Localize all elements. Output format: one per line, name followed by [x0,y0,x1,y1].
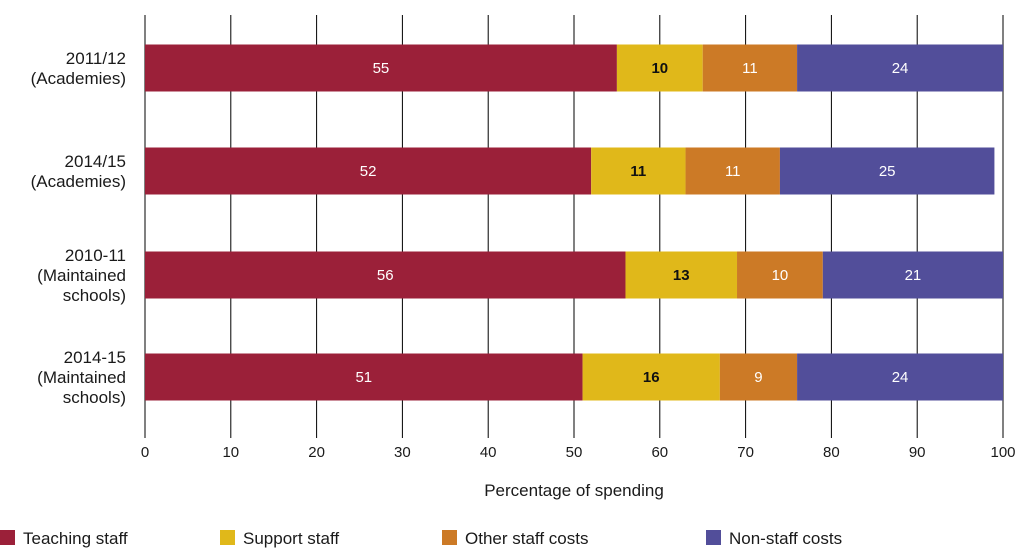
bar-segment [145,44,617,92]
legend-swatch [220,530,235,545]
data-label: 11 [742,60,758,77]
category-label-line: (Academies) [31,69,126,88]
category-label-line: (Maintained [37,368,126,387]
legend-label: Teaching staff [23,529,128,548]
x-tick-label: 80 [823,444,840,461]
data-label: 24 [892,60,909,77]
data-label: 10 [651,60,668,77]
x-tick-label: 70 [737,444,754,461]
bar-segment [685,147,780,195]
category-label: 2010-11 (Maintained schools) [37,246,126,305]
data-label: 10 [772,267,789,284]
category-label-line: schools) [63,286,126,305]
bar-segment [582,353,720,401]
x-tick-label: 0 [141,444,149,461]
x-tick-label: 60 [651,444,668,461]
bar-segment [145,251,626,299]
x-tick-label: 50 [566,444,583,461]
bar-segment [145,353,583,401]
bar-segment [702,44,798,92]
bar-segment [145,147,592,195]
legend: Teaching staff Support staff Other staff c… [0,529,842,548]
x-tick-label: 30 [394,444,411,461]
legend-label: Support staff [243,529,339,548]
category-label: 2014-15 (Maintained schools) [37,348,126,407]
x-tick-label: 20 [308,444,325,461]
x-axis-title: Percentage of spending [484,481,664,500]
category-label-line: (Maintained [37,266,126,285]
data-label: 52 [360,163,377,180]
data-label: 24 [892,369,909,386]
bar-segment [616,44,703,92]
legend-label: Non-staff costs [729,529,842,548]
legend-swatch [0,530,15,545]
data-label: 21 [905,267,922,284]
bar-segment [591,147,686,195]
category-label-line: schools) [63,388,126,407]
data-label: 56 [377,267,394,284]
bars: 55 10 11 24 52 11 11 25 56 13 10 21 51 16 9 24 [145,44,1003,401]
bar-segment [797,353,1003,401]
data-label: 51 [355,369,372,386]
legend-swatch [706,530,721,545]
bar-segment [719,353,798,401]
data-label: 55 [373,60,390,77]
data-label: 11 [725,163,741,180]
category-label-line: 2014-15 [64,348,126,367]
bar-segment [625,251,738,299]
legend-swatch [442,530,457,545]
category-label-line: 2011/12 [66,49,126,68]
legend-label: Other staff costs [465,529,588,548]
category-label-line: (Academies) [31,172,126,191]
data-label: 13 [673,267,690,284]
category-label: 2011/12 (Academies) [31,49,126,88]
x-tick-label: 40 [480,444,497,461]
category-label: 2014/15 (Academies) [31,152,126,191]
x-tick-label: 100 [990,444,1015,461]
category-label-line: 2014/15 [65,152,126,171]
data-label: 11 [630,163,646,180]
x-tick-label: 10 [222,444,239,461]
data-label: 9 [754,369,762,386]
bar-segment [797,44,1003,92]
data-label: 16 [643,369,660,386]
x-tick-label: 90 [909,444,926,461]
bar-segment [737,251,823,299]
bar-segment [822,251,1003,299]
data-label: 25 [879,163,896,180]
category-label-line: 2010-11 [65,246,126,265]
bar-segment [779,147,995,195]
